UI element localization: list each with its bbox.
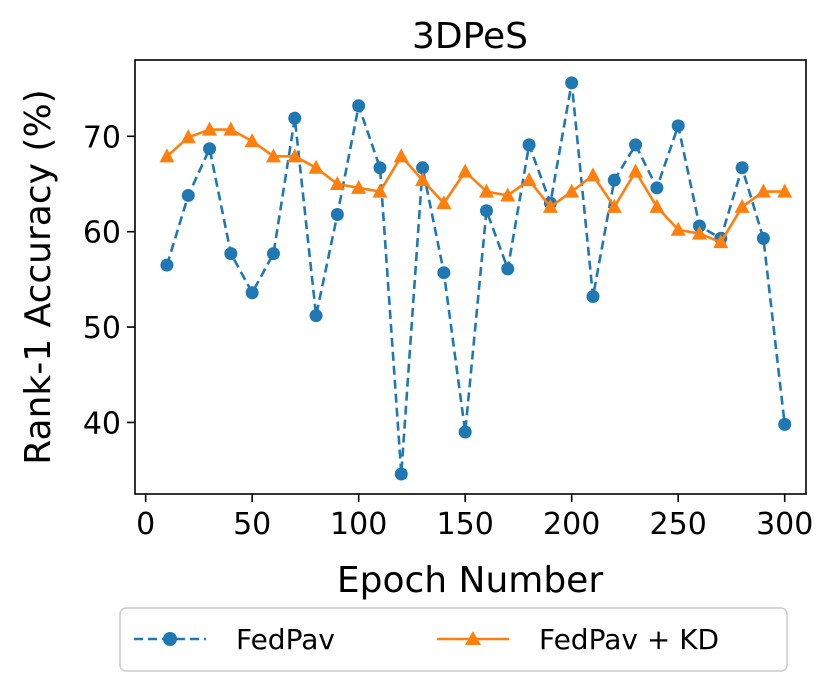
data-point-fedpav-kd [329, 176, 345, 190]
x-tick-label: 50 [233, 507, 271, 542]
legend-marker-fedpav-kd [465, 631, 481, 645]
y-tick-label: 60 [83, 216, 121, 251]
x-axis-title: Epoch Number [337, 560, 603, 601]
data-point-fedpav-kd [415, 172, 431, 187]
data-point-fedpav-kd [244, 133, 260, 148]
data-point-fedpav-kd [372, 183, 388, 198]
data-point-fedpav [650, 181, 664, 195]
data-point-fedpav-kd [180, 129, 196, 144]
data-point-fedpav [629, 138, 643, 152]
data-point-fedpav [330, 208, 344, 222]
y-tick-label: 70 [83, 120, 121, 155]
data-point-fedpav-kd [436, 195, 452, 210]
data-point-fedpav [437, 266, 451, 280]
data-point-fedpav-kd [649, 198, 665, 213]
data-point-fedpav-kd [287, 148, 303, 163]
data-point-fedpav-kd [564, 183, 580, 198]
data-point-fedpav-kd [777, 183, 793, 198]
x-tick-label: 200 [543, 507, 600, 542]
chart-title: 3DPeS [412, 16, 528, 57]
data-point-fedpav-kd [500, 187, 516, 202]
legend-entry-fedpav-kd: FedPav + KD [437, 623, 719, 656]
data-point-fedpav-kd [521, 172, 537, 187]
data-point-fedpav [373, 161, 387, 175]
x-tick-label: 250 [650, 507, 707, 542]
data-point-fedpav-kd [670, 221, 686, 236]
plot-layer [159, 76, 793, 481]
data-point-fedpav-kd [478, 183, 494, 198]
data-point-fedpav [756, 231, 770, 245]
data-point-fedpav [735, 161, 749, 175]
data-point-fedpav [416, 161, 430, 175]
data-point-fedpav [671, 119, 685, 133]
data-point-fedpav [224, 247, 238, 261]
data-point-fedpav-kd [542, 198, 558, 213]
data-point-fedpav-kd [734, 198, 750, 213]
data-point-fedpav [245, 286, 259, 300]
data-point-fedpav-kd [351, 179, 367, 194]
x-tick-label: 300 [756, 507, 813, 542]
x-tick-label: 100 [330, 507, 387, 542]
legend-entry-fedpav: FedPav [134, 623, 335, 656]
data-point-fedpav [522, 138, 536, 152]
data-point-fedpav [607, 173, 621, 187]
data-point-fedpav [458, 425, 472, 439]
series-line-fedpav [165, 81, 786, 476]
ticks-layer: 0 50 100 150 200 250 300 40 50 60 70 [83, 120, 814, 542]
plot-frame [134, 59, 807, 495]
data-point-fedpav [586, 290, 600, 304]
legend-label-fedpav: FedPav [236, 623, 335, 656]
y-axis-title: Rank-1 Accuracy (%) [18, 89, 59, 464]
data-point-fedpav-kd [308, 159, 324, 174]
data-point-fedpav [266, 247, 280, 261]
data-point-fedpav [778, 417, 792, 431]
data-point-fedpav-kd [223, 121, 239, 136]
data-point-fedpav [394, 467, 408, 481]
data-point-fedpav [203, 142, 217, 156]
data-point-fedpav-kd [159, 148, 175, 163]
data-point-fedpav-kd [585, 167, 601, 182]
data-point-fedpav-kd [755, 183, 771, 198]
data-point-fedpav-kd [691, 225, 707, 240]
data-point-fedpav-kd [606, 198, 622, 213]
data-point-fedpav-kd [393, 148, 409, 163]
data-point-fedpav [288, 111, 302, 125]
data-point-fedpav-kd [202, 121, 218, 136]
data-point-fedpav-kd [628, 163, 644, 178]
data-point-fedpav [565, 76, 579, 90]
data-point-fedpav [309, 309, 323, 323]
data-point-fedpav-kd [713, 234, 729, 249]
y-tick-label: 40 [83, 406, 121, 441]
legend-marker-fedpav [163, 632, 177, 646]
data-point-fedpav [181, 188, 195, 202]
data-point-fedpav-kd [457, 163, 473, 178]
data-point-fedpav [160, 258, 174, 272]
y-tick-label: 50 [83, 311, 121, 346]
data-point-fedpav [501, 262, 515, 276]
x-tick-label: 0 [136, 507, 155, 542]
legend: FedPav FedPav + KD [119, 607, 788, 672]
data-point-fedpav-kd [265, 148, 281, 163]
x-tick-label: 150 [437, 507, 494, 542]
legend-label-fedpav-kd: FedPav + KD [539, 623, 719, 656]
data-point-fedpav [352, 99, 366, 113]
data-point-fedpav [479, 204, 493, 218]
